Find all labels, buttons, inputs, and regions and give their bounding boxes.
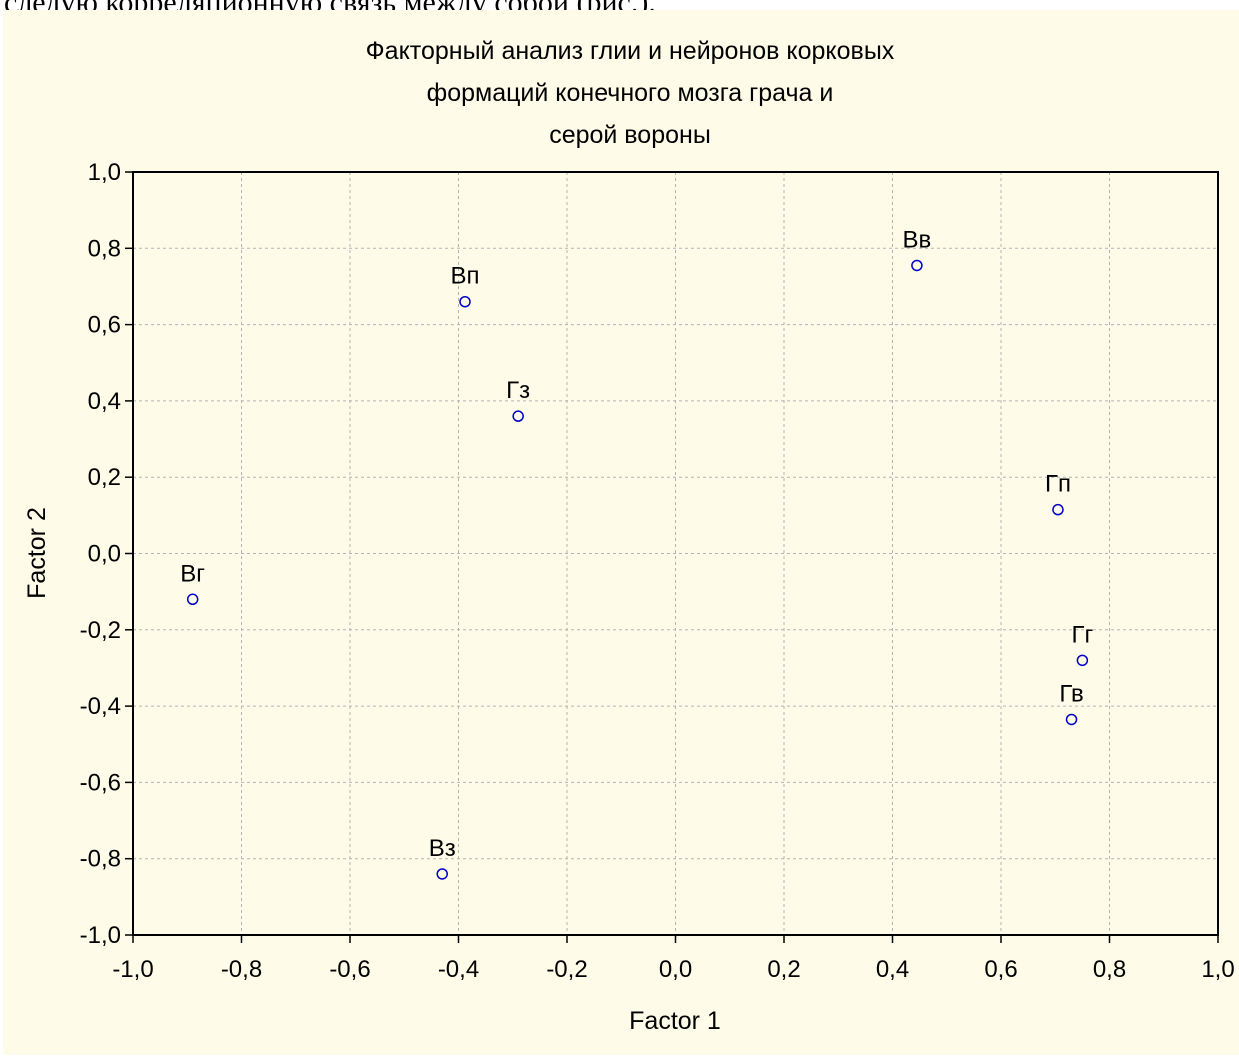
y-tick-label: -0,2 [80, 617, 121, 644]
y-axis-label: Factor 2 [23, 507, 51, 599]
y-tick-label: -1,0 [80, 922, 121, 949]
chart-title-line-2: формаций конечного мозга грача и [427, 79, 834, 107]
chart-panel: Факторный анализ глии и нейронов корковы… [3, 10, 1239, 1055]
data-point-marker [436, 868, 448, 880]
y-tick-label: 0,2 [88, 464, 121, 491]
x-tick-label: 0,4 [876, 956, 909, 983]
scatter-chart: Факторный анализ глии и нейронов корковы… [23, 37, 1235, 1035]
x-tick-label: 0,6 [984, 956, 1017, 983]
data-point-marker [1052, 503, 1064, 516]
x-tick-label: -0,2 [546, 956, 587, 983]
axes: -1,0 -0,8 -0,6 -0,4 -0,2 0,0 0,2 0,4 0,6 0,8 1,0 -1… [80, 159, 1235, 983]
chart-title: Факторный анализ глии и нейронов корковы… [366, 37, 895, 149]
x-tick-label: 0,2 [767, 956, 800, 983]
data-point-marker [186, 593, 199, 606]
y-tick-label: -0,4 [80, 693, 121, 720]
chart-title-line-1: Факторный анализ глии и нейронов корковы… [366, 37, 895, 65]
data-point-marker [459, 295, 471, 308]
data-point-label: Гг [1072, 621, 1094, 648]
y-tick-label: 0,8 [88, 235, 121, 262]
data-point-marker [1065, 713, 1078, 726]
y-tick-label: 0,0 [88, 541, 121, 568]
y-tick-label: -0,6 [80, 769, 121, 796]
data-point-label: Вг [180, 560, 205, 587]
data-points: Вв Вп Гз Гп Вг Гг Гв Вз [180, 226, 1094, 880]
y-tick-label: 0,4 [88, 388, 121, 415]
data-point-label: Гв [1059, 680, 1083, 707]
data-point-marker [911, 259, 923, 272]
x-axis-label: Factor 1 [629, 1007, 721, 1035]
x-tick-label: -0,6 [329, 956, 370, 983]
data-point-label: Гз [506, 377, 530, 404]
grid-lines [133, 172, 1218, 935]
x-tick-label: 1,0 [1201, 956, 1234, 983]
x-tick-label: -1,0 [112, 956, 153, 983]
data-point-label: Вв [903, 226, 932, 253]
chart-title-line-3: серой вороны [549, 121, 711, 149]
data-point-label: Вз [429, 835, 456, 862]
data-point-marker [512, 410, 524, 422]
data-point-label: Вп [451, 263, 480, 290]
data-point-label: Гп [1045, 471, 1071, 498]
y-tick-label: -0,8 [80, 846, 121, 873]
plot-area-frame [132, 171, 1219, 936]
data-point-marker [1076, 654, 1089, 667]
x-tick-label: 0,0 [659, 956, 692, 983]
x-tick-label: 0,8 [1093, 956, 1126, 983]
y-tick-label: 0,6 [88, 312, 121, 339]
x-tick-label: -0,8 [221, 956, 262, 983]
x-tick-label: -0,4 [438, 956, 479, 983]
y-tick-label: 1,0 [88, 159, 121, 186]
